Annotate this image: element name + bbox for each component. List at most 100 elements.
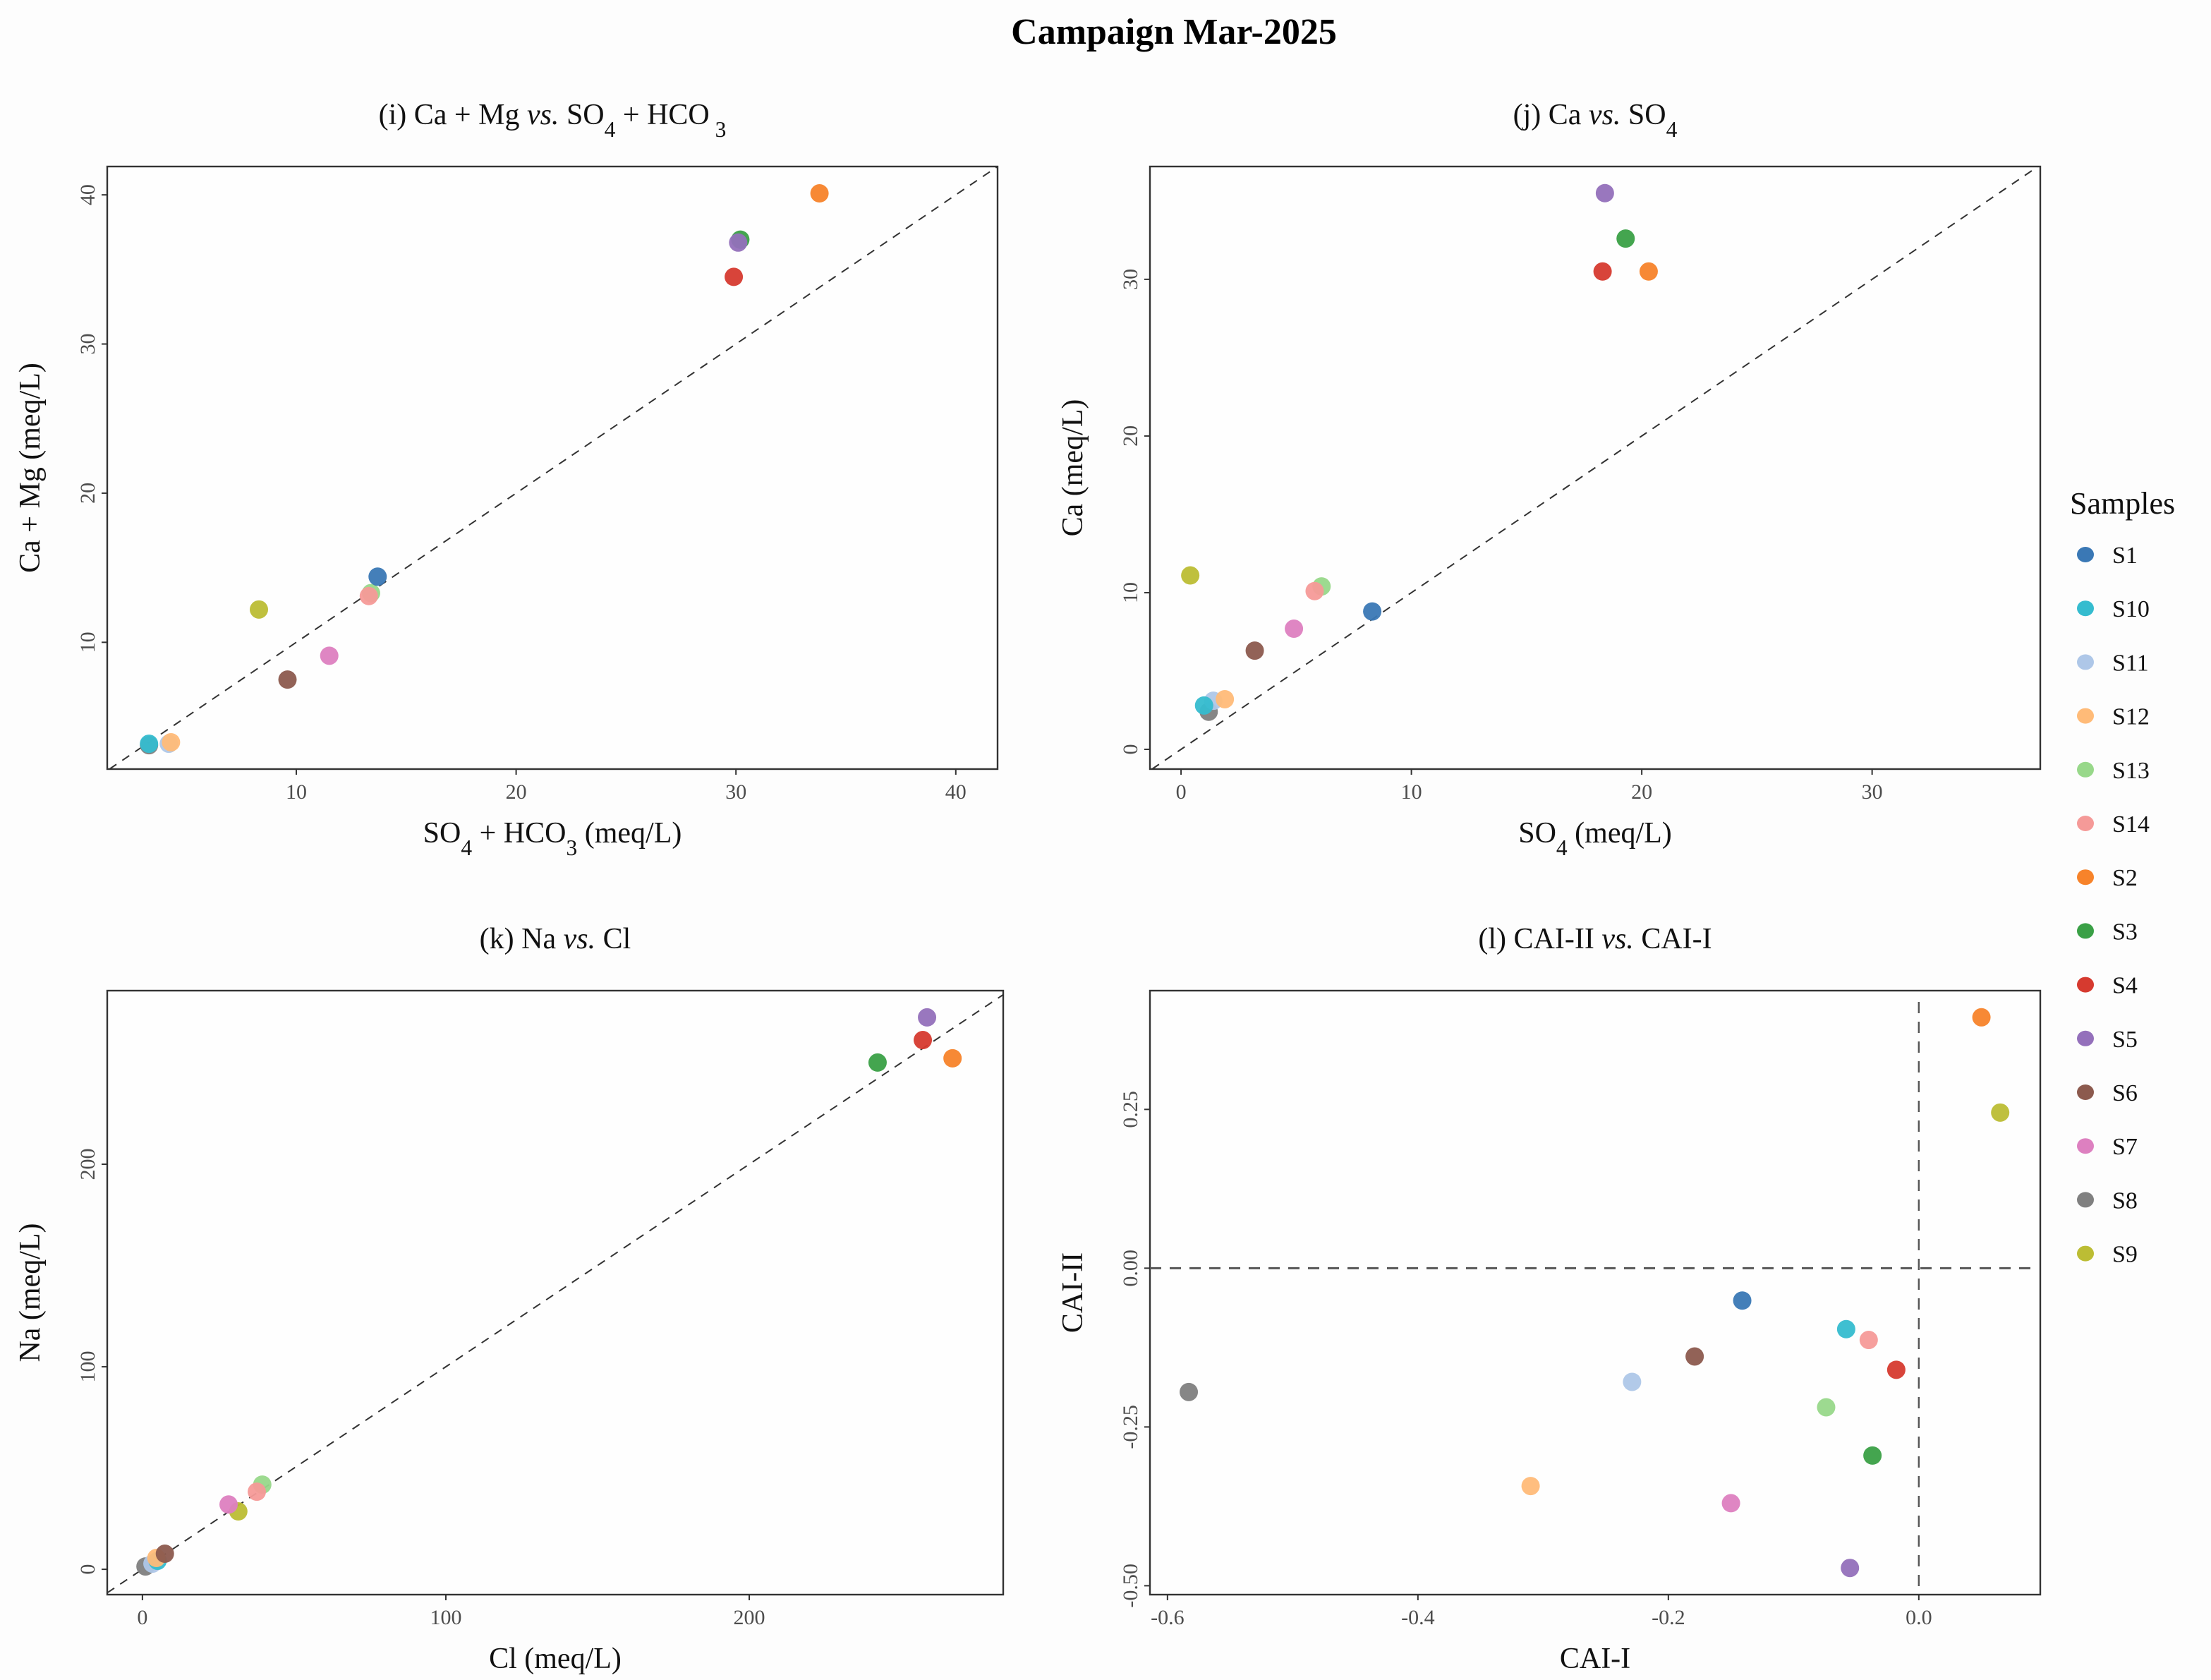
legend-key	[2077, 1084, 2094, 1100]
y-tick-label: 40	[76, 184, 99, 205]
y-tick-label: 10	[1119, 582, 1142, 603]
main-title: Campaign Mar-2025	[1011, 12, 1337, 52]
panel-title-part: CAI-I	[1634, 923, 1712, 955]
x-axis-title-part: SO	[423, 817, 461, 850]
x-axis-title: SO4 + HCO3 (meq/L)	[423, 817, 682, 860]
x-tick-label: 20	[1631, 780, 1652, 804]
y-axis-title: Na (meq/L)	[14, 1223, 47, 1362]
y-tick-label: 10	[76, 631, 99, 653]
x-axis-title: Cl (meq/L)	[489, 1643, 622, 1675]
point-S14	[1859, 1331, 1878, 1350]
point-S12	[1521, 1477, 1540, 1496]
y-tick-label: 0	[1119, 744, 1142, 755]
point-S2	[1639, 262, 1658, 281]
legend-label: S12	[2112, 704, 2150, 730]
legend-key	[2077, 1138, 2094, 1154]
point-S10	[1836, 1319, 1855, 1338]
legend-key	[2077, 1192, 2094, 1208]
x-tick-label: 0	[137, 1606, 147, 1629]
legend-key	[2077, 1245, 2094, 1262]
point-S7	[1285, 620, 1304, 639]
point-S3	[1616, 229, 1635, 248]
point-S2	[943, 1049, 962, 1068]
legend-label: S2	[2112, 865, 2138, 891]
point-S7	[1721, 1494, 1740, 1513]
x-axis-title-part: (meq/L)	[577, 817, 682, 850]
legend-key	[2077, 869, 2094, 886]
panel-title-part: vs.	[527, 99, 559, 131]
x-tick-label: 0.0	[1906, 1606, 1932, 1629]
point-S3	[1863, 1446, 1882, 1465]
point-S4	[1593, 262, 1612, 281]
panel-title-part: (j) Ca	[1513, 99, 1589, 131]
point-S13	[1817, 1398, 1836, 1417]
point-S2	[810, 184, 829, 203]
point-S14	[248, 1482, 267, 1501]
legend-item-S3: S3	[2077, 919, 2138, 945]
y-tick-label: -0.25	[1119, 1405, 1142, 1449]
legend-key	[2077, 654, 2094, 670]
point-S4	[1886, 1360, 1906, 1379]
panel-title: (l) CAI-II vs. CAI-I	[1478, 923, 1712, 955]
panel-title-part: (l) CAI-II	[1478, 923, 1601, 955]
legend-item-S9: S9	[2077, 1242, 2138, 1268]
x-axis-title-part: 4	[1556, 835, 1568, 860]
x-tick-label: -0.4	[1401, 1606, 1435, 1629]
legend-title: Samples	[2070, 486, 2175, 521]
legend-item-S2: S2	[2077, 865, 2138, 891]
x-axis-title: CAI-I	[1560, 1643, 1630, 1675]
panel-title-part: 3	[710, 117, 727, 142]
x-tick-label: 10	[1401, 780, 1422, 804]
x-axis-title-part: CAI-I	[1560, 1643, 1630, 1675]
panel-k: (k) Na vs. Cl Cl (meq/L) Na (meq/L) 0 100 200…	[14, 923, 1005, 1675]
one-to-one-line	[1151, 166, 2039, 770]
x-axis-title-part: + HCO	[472, 817, 566, 850]
point-S5	[729, 233, 748, 252]
legend-item-S4: S4	[2077, 973, 2138, 999]
x-tick-label: 10	[286, 780, 307, 804]
y-axis-title: Ca + Mg (meq/L)	[14, 363, 47, 573]
x-tick-label: 100	[430, 1606, 461, 1629]
point-S11	[1623, 1372, 1642, 1391]
panel-title-part: SO	[1621, 99, 1666, 131]
point-S9	[250, 600, 269, 619]
y-axis-title-part: CAI-II	[1057, 1252, 1089, 1333]
legend-key	[2077, 923, 2094, 939]
legend-item-S10: S10	[2077, 596, 2150, 622]
x-tick-label: -0.6	[1151, 1606, 1185, 1629]
legend-label: S3	[2112, 919, 2138, 945]
y-axis-title-part: Na (meq/L)	[14, 1223, 47, 1362]
point-S6	[278, 670, 297, 689]
panel-title: (k) Na vs. Cl	[480, 923, 631, 955]
x-tick-label: 40	[945, 780, 967, 804]
legend-key	[2077, 708, 2094, 724]
point-S14	[1305, 581, 1324, 600]
point-S8	[1180, 1382, 1199, 1401]
panel-title-part: 4	[605, 117, 616, 142]
panel-title-part: 4	[1666, 117, 1678, 142]
y-tick-label: 0.25	[1119, 1091, 1142, 1128]
y-axis-title-part: Ca + Mg (meq/L)	[14, 363, 47, 573]
point-S2	[1972, 1008, 1991, 1027]
point-S10	[1194, 696, 1213, 715]
legend-item-S13: S13	[2077, 758, 2150, 784]
x-axis-title-part: (meq/L)	[1568, 817, 1672, 850]
y-axis-title: Ca (meq/L)	[1057, 399, 1089, 537]
point-S12	[162, 732, 181, 751]
legend-item-S8: S8	[2077, 1188, 2138, 1214]
point-S12	[1216, 689, 1235, 708]
legend-item-S14: S14	[2077, 811, 2150, 838]
x-axis-title-part: SO	[1518, 817, 1556, 850]
y-axis-title-part: Ca (meq/L)	[1057, 399, 1089, 537]
legend-label: S8	[2112, 1188, 2138, 1214]
point-S6	[155, 1545, 174, 1564]
y-tick-label: 30	[76, 334, 99, 355]
point-S1	[368, 567, 387, 586]
point-S4	[914, 1031, 933, 1050]
legend-item-S1: S1	[2077, 543, 2138, 569]
point-S14	[359, 586, 378, 605]
legend-item-S6: S6	[2077, 1080, 2138, 1106]
